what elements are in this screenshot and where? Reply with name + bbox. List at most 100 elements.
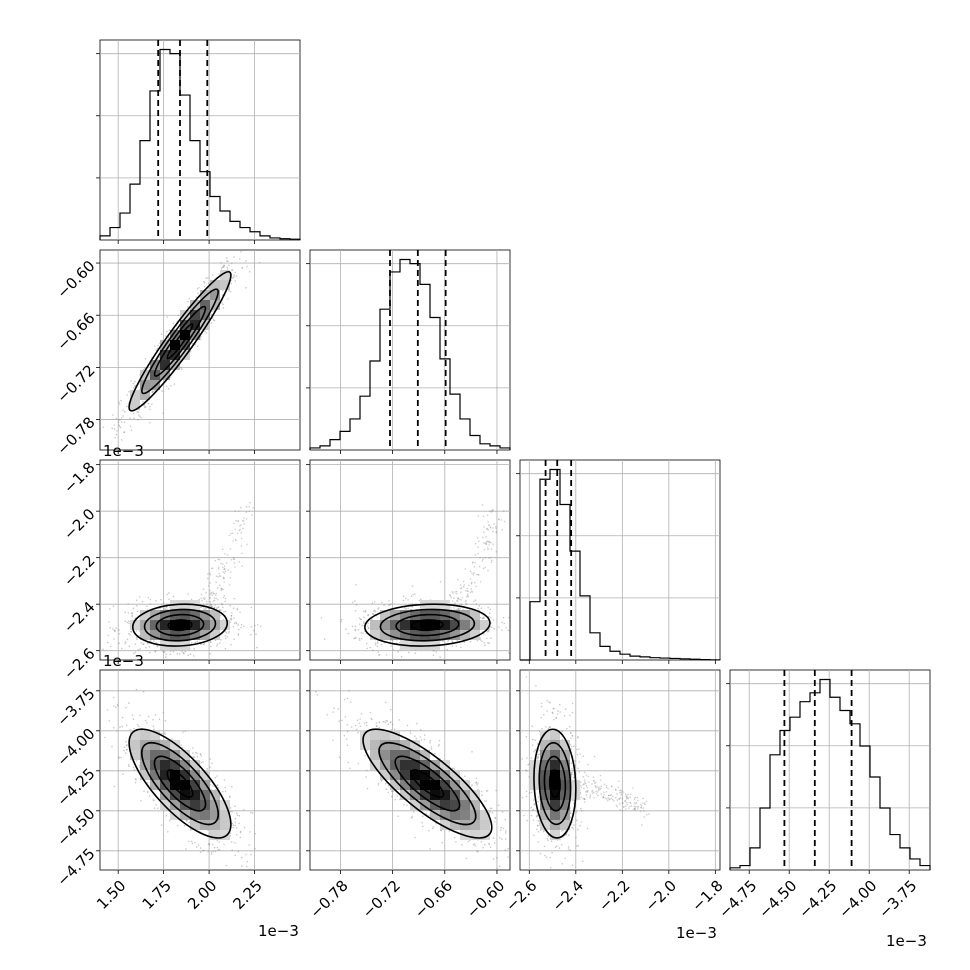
scatter-point bbox=[332, 739, 334, 742]
scatter-point bbox=[248, 844, 250, 846]
scatter-point bbox=[119, 726, 121, 728]
scatter-point bbox=[483, 542, 485, 544]
scatter-point bbox=[124, 641, 127, 643]
scatter-point bbox=[232, 556, 235, 559]
density-cell bbox=[210, 610, 220, 620]
scatter-point bbox=[377, 784, 380, 786]
scatter-point bbox=[502, 827, 505, 830]
scatter-point bbox=[149, 405, 151, 408]
density-cell bbox=[220, 820, 230, 830]
scatter-point bbox=[223, 578, 225, 580]
scatter-point bbox=[136, 638, 138, 640]
scatter-point bbox=[238, 529, 241, 531]
scatter-point bbox=[223, 568, 225, 571]
scatter-point bbox=[121, 439, 123, 441]
scatter-point bbox=[505, 627, 507, 629]
scatter-point bbox=[486, 528, 489, 530]
scatter-point bbox=[123, 431, 125, 433]
scatter-point bbox=[187, 593, 189, 595]
scatter-point bbox=[501, 528, 503, 531]
density-cell bbox=[140, 770, 150, 780]
scatter-point bbox=[224, 570, 227, 573]
scatter-point bbox=[116, 729, 118, 732]
scatter-point bbox=[504, 830, 507, 832]
density-cell bbox=[200, 300, 210, 310]
density-cell bbox=[170, 330, 180, 340]
scatter-point bbox=[504, 838, 507, 840]
density-cell bbox=[130, 620, 140, 630]
scatter-point bbox=[222, 576, 225, 579]
scatter-point bbox=[479, 639, 482, 641]
scatter-point bbox=[462, 585, 465, 588]
scatter-point bbox=[223, 572, 226, 574]
scatter-point bbox=[441, 841, 443, 844]
scatter-point bbox=[154, 714, 157, 716]
scatter-point bbox=[246, 865, 248, 868]
scatter-point bbox=[152, 719, 154, 721]
scatter-point bbox=[209, 758, 212, 760]
scatter-point bbox=[411, 585, 414, 587]
scatter-point bbox=[212, 592, 214, 595]
scatter-point bbox=[362, 610, 365, 613]
scatter-point bbox=[185, 848, 187, 850]
scatter-point bbox=[238, 628, 240, 631]
scatter-point bbox=[463, 641, 466, 643]
scatter-point bbox=[411, 816, 414, 818]
scatter-point bbox=[355, 728, 358, 731]
density-cell bbox=[450, 630, 460, 640]
density-cell bbox=[160, 350, 170, 360]
scatter-point bbox=[305, 902, 307, 904]
scatter-point bbox=[482, 617, 485, 619]
scatter-point bbox=[180, 744, 183, 746]
scatter-point bbox=[476, 783, 478, 786]
scatter-point bbox=[237, 634, 240, 636]
scatter-point bbox=[132, 718, 135, 720]
scatter-point bbox=[467, 593, 469, 595]
scatter-point bbox=[484, 644, 486, 647]
scatter-point bbox=[459, 598, 461, 601]
scatter-point bbox=[405, 607, 407, 610]
scatter-point bbox=[134, 385, 136, 387]
scatter-point bbox=[219, 642, 221, 644]
scatter-point bbox=[187, 300, 189, 303]
scatter-point bbox=[226, 554, 229, 556]
scatter-point bbox=[130, 429, 133, 432]
scatter-point bbox=[513, 621, 515, 623]
scatter-point bbox=[136, 411, 138, 413]
scatter-point bbox=[460, 586, 463, 589]
joint-content-1-2 bbox=[320, 504, 518, 660]
scatter-point bbox=[422, 825, 424, 828]
scatter-point bbox=[451, 591, 454, 593]
scatter-point bbox=[118, 633, 121, 635]
scatter-point bbox=[242, 527, 244, 530]
scatter-point bbox=[378, 607, 380, 609]
scatter-point bbox=[128, 620, 130, 622]
scatter-point bbox=[228, 534, 231, 537]
scatter-point bbox=[200, 761, 202, 764]
scatter-point bbox=[515, 611, 517, 613]
scatter-point bbox=[210, 641, 212, 643]
scatter-point bbox=[367, 627, 370, 629]
scatter-point bbox=[492, 619, 495, 621]
scatter-point bbox=[134, 380, 136, 383]
scatter-point bbox=[513, 624, 515, 626]
density-cell bbox=[400, 630, 410, 640]
scatter-point bbox=[516, 629, 518, 631]
scatter-point bbox=[435, 650, 437, 653]
scatter-point bbox=[184, 650, 187, 653]
density-cell bbox=[210, 810, 220, 820]
scatter-point bbox=[168, 592, 170, 594]
scatter-point bbox=[482, 558, 484, 560]
density-cell bbox=[170, 640, 180, 650]
scatter-point bbox=[475, 585, 477, 588]
scatter-point bbox=[438, 739, 441, 742]
scatter-point bbox=[124, 410, 126, 413]
scatter-point bbox=[346, 730, 349, 733]
scatter-point bbox=[228, 630, 230, 633]
scatter-point bbox=[176, 652, 179, 655]
scatter-point bbox=[377, 782, 380, 784]
scatter-point bbox=[190, 598, 193, 601]
scatter-point bbox=[229, 576, 232, 579]
scatter-point bbox=[357, 731, 359, 734]
